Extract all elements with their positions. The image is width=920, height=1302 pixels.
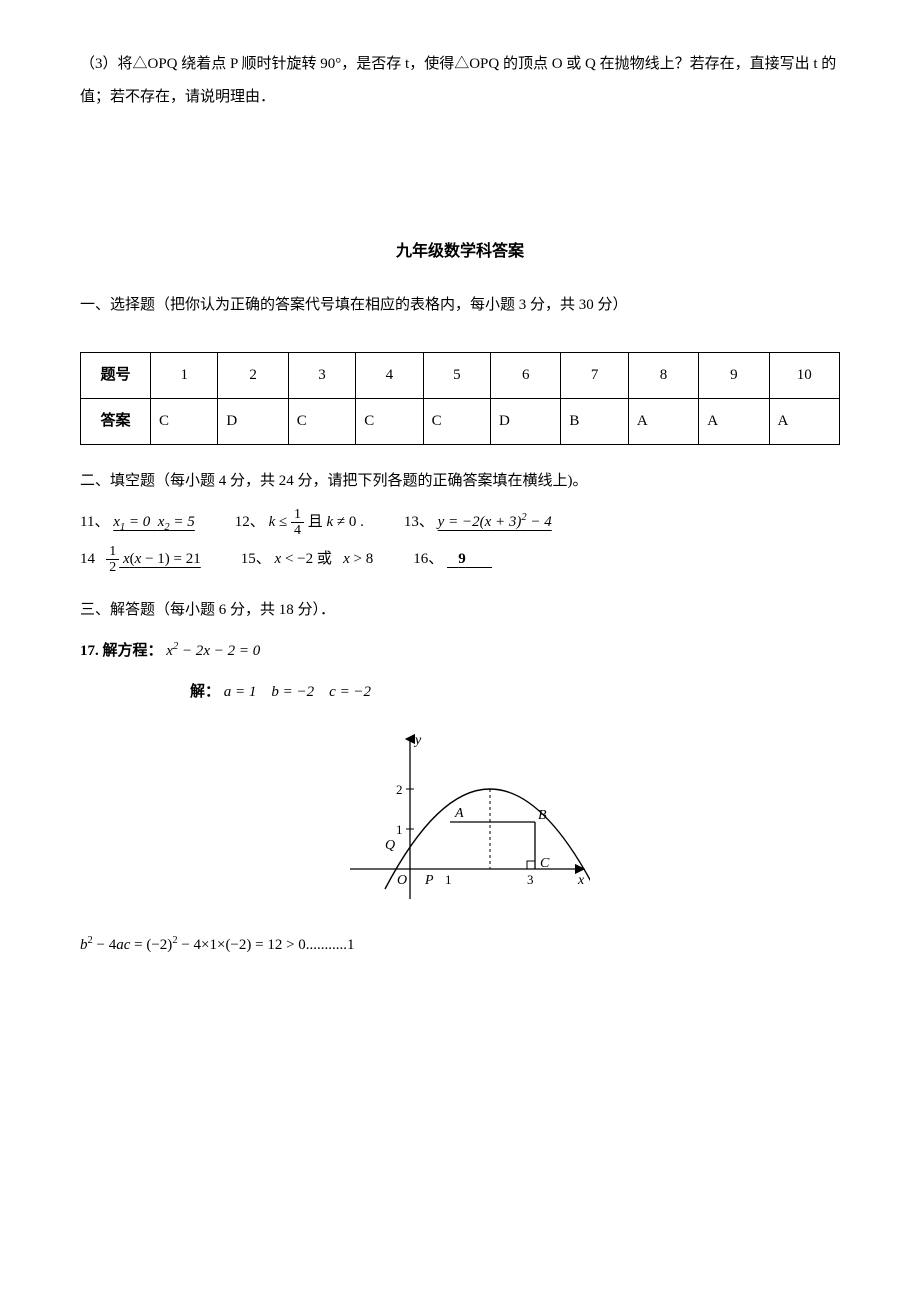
label-C: C (540, 856, 550, 871)
label-x: x (577, 873, 585, 888)
q-ans: C (356, 399, 423, 445)
row-label-question: 题号 (81, 353, 151, 399)
fill-suffix: 且 k ≠ 0 . (308, 514, 364, 530)
step-content: a = 1 b = −2 c = −2 (224, 684, 371, 700)
frac-num: 1 (106, 544, 119, 560)
frac-den: 4 (291, 523, 304, 538)
q-num: 5 (423, 353, 490, 399)
frac-num: 1 (291, 507, 304, 523)
frac-den: 2 (106, 560, 119, 575)
row-label-answer: 答案 (81, 399, 151, 445)
question-3-text: （3）将△OPQ 绕着点 P 顺时针旋转 90°，是否存 t，使得△OPQ 的顶… (80, 48, 840, 114)
step-label: 解： (190, 684, 220, 700)
q-num: 10 (769, 353, 839, 399)
parabola-curve (385, 789, 590, 889)
fill-answer: y = −2(x + 3)2 − 4 (438, 514, 552, 530)
fill-12: 12、 k ≤ 1 4 且 k ≠ 0 . (235, 506, 364, 539)
q-ans: A (699, 399, 769, 445)
q17-label: 17. 解方程： (80, 643, 163, 659)
fill-11: 11、 x1 = 0 x2 = 5 (80, 506, 195, 539)
q-ans: A (769, 399, 839, 445)
fill-label: 16、 (413, 551, 443, 567)
fill-label: 15、 (241, 551, 271, 567)
label-B: B (538, 808, 547, 823)
q-num: 4 (356, 353, 423, 399)
q-num: 7 (561, 353, 628, 399)
label-Q: Q (385, 838, 395, 853)
fill-13: 13、 y = −2(x + 3)2 − 4 (404, 506, 552, 539)
label-P: P (424, 873, 434, 888)
y-tick-2: 2 (396, 782, 403, 797)
fill-label: 13、 (404, 514, 434, 530)
label-A: A (454, 806, 464, 821)
fill-row-2: 14 1 2 x(x − 1) = 21 15、 x < −2 或 x > 8 … (80, 543, 840, 576)
q-num: 1 (151, 353, 218, 399)
section3-heading: 三、解答题（每小题 6 分，共 18 分）． (80, 594, 840, 627)
answer-table: 题号 1 2 3 4 5 6 7 8 9 10 答案 C D C C C D B… (80, 352, 840, 445)
label-y: y (413, 733, 422, 748)
fraction: 1 4 (291, 507, 304, 539)
q-ans: C (423, 399, 490, 445)
fill-16: 16、 9 (413, 543, 492, 576)
fill-15: 15、 x < −2 或 x > 8 (241, 543, 374, 576)
q-ans: D (218, 399, 288, 445)
y-tick-1: 1 (396, 822, 403, 837)
parabola-chart: 1 2 1 3 y x O P Q A B C (330, 719, 590, 919)
section2-heading: 二、填空题（每小题 4 分，共 24 分，请把下列各题的正确答案填在横线上)。 (80, 465, 840, 498)
fill-answer: 1 2 x(x − 1) = 21 (106, 551, 201, 567)
q-ans: C (151, 399, 218, 445)
fill-row-1: 11、 x1 = 0 x2 = 5 12、 k ≤ 1 4 且 k ≠ 0 . … (80, 506, 840, 539)
fill-14: 14 1 2 x(x − 1) = 21 (80, 543, 201, 576)
q-num: 8 (628, 353, 698, 399)
fill-label: 14 (80, 551, 95, 567)
q17-equation: x2 − 2x − 2 = 0 (166, 643, 260, 659)
answer-key-title: 九年级数学科答案 (80, 234, 840, 269)
q17-discriminant: b2 − 4ac = (−2)2 − 4×1×(−2) = 12 > 0....… (80, 929, 840, 962)
q-num: 9 (699, 353, 769, 399)
table-row: 题号 1 2 3 4 5 6 7 8 9 10 (81, 353, 840, 399)
q17-step1: 解： a = 1 b = −2 c = −2 (190, 676, 840, 709)
q-ans: D (491, 399, 561, 445)
section1-heading: 一、选择题（把你认为正确的答案代号填在相应的表格内，每小题 3 分，共 30 分… (80, 289, 840, 322)
q-num: 3 (288, 353, 355, 399)
q-num: 2 (218, 353, 288, 399)
fraction: 1 2 (106, 544, 119, 576)
fill-label: 12、 (235, 514, 265, 530)
fill-answer: 9 (447, 551, 492, 567)
x-tick-1: 1 (445, 872, 452, 887)
label-O: O (397, 873, 407, 888)
q-ans: A (628, 399, 698, 445)
right-angle-icon (527, 861, 535, 869)
table-row: 答案 C D C C C D B A A A (81, 399, 840, 445)
fill-label: 11、 (80, 514, 109, 530)
q17: 17. 解方程： x2 − 2x − 2 = 0 (80, 635, 840, 668)
x-tick-3: 3 (527, 872, 534, 887)
q-ans: B (561, 399, 628, 445)
fill-answer: x1 = 0 x2 = 5 (113, 514, 195, 530)
q-num: 6 (491, 353, 561, 399)
q-ans: C (288, 399, 355, 445)
